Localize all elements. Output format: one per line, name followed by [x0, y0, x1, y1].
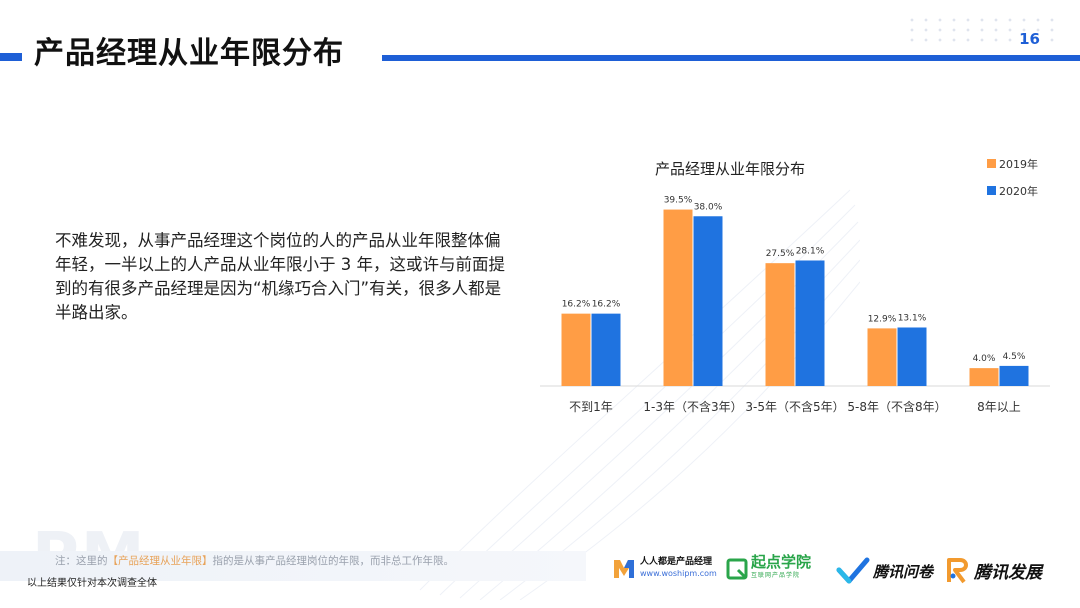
- x-tick-label-3: 5-8年（不含8年）: [847, 399, 946, 414]
- data-label-2020-1: 38.0%: [694, 202, 723, 212]
- x-tick-label-0: 不到1年: [569, 400, 613, 414]
- page-title: 产品经理从业年限分布: [34, 36, 344, 71]
- woshipm-url: www.woshipm.com: [640, 569, 717, 578]
- survey-scope-note: 以上结果仅针对本次调查全体: [27, 578, 157, 589]
- chart-title: 产品经理从业年限分布: [655, 160, 805, 178]
- data-label-2019-4: 4.0%: [973, 354, 996, 364]
- chart-legend: 2019年 2020年: [987, 157, 1038, 198]
- bar-2019-2: [765, 263, 795, 386]
- fazhan-name: 腾讯发展: [974, 562, 1042, 583]
- woshipm-name: 人人都是产品经理: [640, 557, 713, 567]
- footnote-prefix: 注：这里的: [55, 555, 108, 567]
- title-accent-right: [382, 55, 1080, 61]
- data-label-2019-2: 27.5%: [766, 249, 795, 259]
- bar-2020-1: [693, 216, 723, 386]
- bar-2020-2: [795, 260, 825, 386]
- bar-chart: 产品经理从业年限分布 2019年 2020年 16.2% 16.2% 39.5%38.…: [540, 157, 1050, 414]
- bar-2020-3: [897, 327, 927, 386]
- x-tick-label-2: 3-5年（不含5年）: [745, 399, 844, 414]
- summary-paragraph: 不难发现，从事产品经理这个岗位的人的产品从业年限整体偏年轻，一半以上的人产品从业…: [55, 231, 505, 322]
- title-accent-left: [0, 53, 22, 61]
- wenjuan-name: 腾讯问卷: [873, 562, 934, 581]
- qidian-logo-icon: [726, 558, 748, 580]
- decorative-dot-grid: [905, 15, 1055, 45]
- data-label-2020-4: 4.5%: [1003, 352, 1026, 362]
- qidian-sub: 互联网产品学院: [751, 572, 801, 579]
- bar-2019-3: [867, 328, 897, 386]
- bar-2019-4: [969, 368, 999, 386]
- x-tick-label-1: 1-3年（不含3年）: [643, 399, 742, 414]
- legend-swatch-2020: [987, 186, 996, 195]
- bar-2020-0: [591, 313, 621, 386]
- note-background: [0, 551, 586, 581]
- fazhan-logo: 腾讯发展: [946, 556, 1042, 584]
- woshipm-logo: 人人都是产品经理 www.woshipm.com: [612, 556, 717, 580]
- qidian-name: 起点学院: [751, 553, 812, 571]
- woshipm-logo-icon: [614, 560, 634, 578]
- bar-2020-4: [999, 365, 1029, 386]
- legend-label-2020: 2020年: [999, 184, 1038, 198]
- page-number: 16: [1019, 30, 1040, 48]
- data-label-2020-2: 28.1%: [796, 246, 825, 256]
- footnote: 注：这里的【产品经理从业年限】指的是从事产品经理岗位的年限，而非总工作年限。: [55, 553, 454, 568]
- fazhan-logo-icon: [947, 558, 968, 584]
- footnote-highlight: 【产品经理从业年限】: [107, 555, 213, 567]
- checkmark-icon: [836, 557, 870, 584]
- qidian-logo: 起点学院 互联网产品学院: [726, 553, 812, 582]
- data-label-2020-0: 16.2%: [592, 300, 621, 310]
- wenjuan-logo: 腾讯问卷: [836, 556, 933, 586]
- legend-label-2019: 2019年: [999, 157, 1038, 171]
- legend-swatch-2019: [987, 159, 996, 168]
- data-label-2019-1: 39.5%: [664, 196, 693, 206]
- data-label-2020-3: 13.1%: [898, 313, 927, 323]
- data-label-2019-3: 12.9%: [868, 314, 897, 324]
- data-label-2019-0: 16.2%: [562, 300, 591, 310]
- bar-2019-0: [561, 313, 591, 386]
- x-tick-label-4: 8年以上: [977, 400, 1021, 414]
- footnote-suffix: 指的是从事产品经理岗位的年限，而非总工作年限。: [212, 555, 455, 567]
- bar-2019-1: [663, 209, 693, 386]
